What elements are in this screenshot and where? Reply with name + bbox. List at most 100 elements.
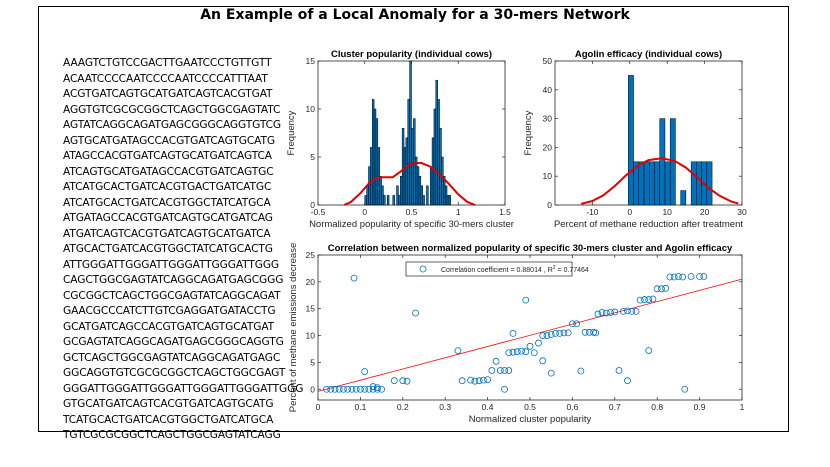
- y-axis-label: Frequency: [523, 110, 534, 155]
- scatter-point: [700, 273, 708, 280]
- scatter-point: [331, 385, 339, 393]
- histogram-bar: [659, 118, 666, 206]
- histogram-bar: [379, 175, 382, 206]
- scatter-point: [471, 377, 479, 385]
- x-tick-label: 20: [700, 207, 710, 217]
- legend-marker: [419, 265, 427, 273]
- axes-box: [317, 254, 743, 401]
- chart-title: Cluster popularity (individual cows): [331, 49, 492, 60]
- histogram-bar: [405, 137, 409, 206]
- histogram-bar: [381, 185, 384, 206]
- x-tick-label: 0: [362, 207, 367, 217]
- scatter-point: [547, 331, 555, 338]
- scatter-point: [607, 309, 614, 316]
- scatter-point: [628, 307, 636, 315]
- histogram-bar: [422, 195, 425, 206]
- correlation-scatter-plot: 0 0.1 0.2 0.3 0.4 0.5 0.6 0.7 0.8 0.9 10510152025C…: [288, 243, 745, 425]
- sequence-item: ATCATGCACTGATCACGTGACTGATCATGC: [63, 181, 272, 193]
- legend-text: Correlation coefficient = 0.88014 , R2 =…: [441, 265, 589, 274]
- scatter-point: [509, 348, 517, 356]
- y-axis-label: Frequency: [286, 110, 297, 155]
- histogram-bar: [706, 161, 713, 206]
- x-axis-label: Percent of methane reduction after treat…: [554, 219, 743, 230]
- y-tick-label: 10: [543, 171, 553, 181]
- y-axis-label: Percent of methane emissions decrease: [288, 243, 299, 413]
- scatter-point: [615, 367, 623, 374]
- scatter-point: [681, 385, 689, 393]
- sequence-item: TGTCGCGCGGCTCAGCTGGCGAGTATCAGG: [63, 429, 281, 441]
- x-tick-label: -0.5: [311, 207, 326, 217]
- x-tick-label: 0.5: [406, 207, 418, 217]
- scatter-point: [454, 347, 462, 354]
- histogram-bar: [411, 127, 414, 206]
- histogram-bar: [403, 147, 407, 206]
- sequence-item: AGGTGTCGCGCGGCTCAGCTGGCGAGTATC: [63, 103, 281, 116]
- y-tick-label: 15: [306, 304, 316, 314]
- histogram-bar: [386, 195, 390, 206]
- x-tick-label: -10: [586, 207, 599, 217]
- sequence-item: AGTATCAGGCAGATGAGCGGGCAGGTGTCG: [63, 119, 282, 131]
- scatter-point: [399, 377, 407, 385]
- y-tick-label: 25: [306, 250, 316, 260]
- agolin-efficacy-histogram: -10 0 10 20 30 0 10 20 30 40 50 Agolin efficacy (in…: [523, 49, 747, 230]
- scatter-point: [564, 329, 572, 337]
- scatter-point: [594, 310, 602, 318]
- y-tick-label: 10: [306, 104, 316, 114]
- x-tick-label: 1: [740, 402, 745, 412]
- y-tick-label: 0: [310, 384, 315, 394]
- y-tick-label: 20: [543, 142, 553, 152]
- x-tick-label: 0.8: [651, 402, 663, 412]
- sequence-item: ATGATAGCCACGTGATCAGTGCATGATCAG: [63, 212, 273, 224]
- x-tick-label: 0.6: [566, 402, 578, 412]
- scatter-point: [350, 274, 358, 282]
- legend-text-main: Correlation coefficient = 0.88014 , R: [441, 267, 553, 274]
- scatter-point: [569, 320, 576, 328]
- sequence-item: ACAATCCCCAATCCCCAATCCCCATTTAAT: [63, 72, 268, 85]
- x-tick-label: 0.5: [524, 402, 536, 412]
- histogram-bar: [628, 75, 634, 206]
- y-tick-label: 0: [310, 200, 315, 210]
- scatter-point: [501, 367, 508, 374]
- x-tick-label: 1.5: [499, 207, 511, 217]
- scatter-point: [552, 330, 559, 337]
- sequence-item: ATCATGCACTGATCACGTGGCTATCATGCA: [63, 196, 271, 209]
- sequence-list: AAAGTCTGTCCGACTTGAATCCCTGTTGTT ACAATCCCCA…: [63, 56, 303, 444]
- scatter-point: [488, 367, 496, 374]
- x-tick-label: 0.7: [609, 402, 621, 412]
- histogram-bar: [392, 195, 395, 206]
- scatter-point: [501, 385, 508, 393]
- scatter-point: [509, 330, 517, 337]
- histogram-bar: [416, 166, 420, 206]
- scatter-point: [679, 273, 687, 281]
- figure-title: An Example of a Local Anomaly for a 30-m…: [200, 7, 630, 23]
- histogram-bar: [368, 166, 371, 206]
- histogram-bar: [413, 118, 416, 206]
- histogram-bar: [680, 190, 687, 206]
- scatter-point: [539, 357, 547, 365]
- scatter-point: [518, 347, 525, 355]
- x-tick-label: 0.9: [694, 402, 706, 412]
- histogram-bar: [373, 108, 377, 206]
- histogram-bar: [401, 127, 405, 206]
- scatter-point: [547, 369, 555, 377]
- sequence-item: CAGCTGGCGAGTATCAGGCAGATGAGCGGG: [63, 274, 284, 286]
- sequence-item: ATAGCCACGTGATCAGTGCATGATCAGTCA: [63, 150, 272, 162]
- histogram-bar: [400, 175, 403, 206]
- scatter-point: [361, 368, 369, 375]
- histogram-bar: [409, 60, 412, 206]
- scatter-point: [619, 307, 627, 315]
- x-axis-label: Normalized cluster popularity: [469, 414, 592, 425]
- histogram-bar: [377, 147, 380, 206]
- scatter-point: [340, 385, 347, 393]
- x-tick-label: 30: [737, 207, 747, 217]
- scatter-point: [535, 339, 542, 347]
- scatter-point: [352, 385, 360, 393]
- scatter-point: [687, 273, 695, 280]
- scatter-point: [543, 332, 551, 339]
- legend-superscript: 2: [553, 265, 556, 271]
- sequence-item: ATGCACTGATCACGTGGCTATCATGCACTG: [63, 243, 273, 255]
- y-tick-label: 40: [543, 85, 553, 95]
- y-tick-label: 50: [543, 56, 553, 66]
